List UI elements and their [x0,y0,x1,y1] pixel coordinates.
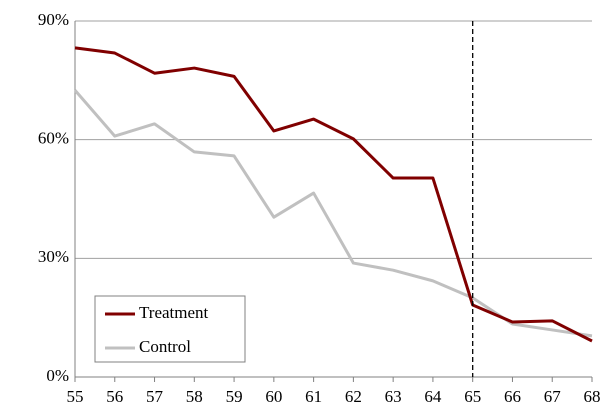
y-tick-label: 0% [46,366,69,385]
y-tick-label: 90% [38,10,69,29]
y-tick-label: 60% [38,129,69,148]
series-line [74,46,593,343]
x-tick-label: 58 [186,387,203,406]
x-tick-label: 68 [584,387,601,406]
x-tick-label: 60 [265,387,282,406]
x-tick-label: 61 [305,387,322,406]
x-tick-label: 66 [504,387,521,406]
x-tick-label: 56 [106,387,123,406]
y-tick-label: 30% [38,247,69,266]
x-tick-label: 62 [345,387,362,406]
x-tick-label: 67 [544,387,562,406]
x-tick-label: 64 [424,387,442,406]
legend-label: Control [139,337,191,356]
x-tick-label: 65 [464,387,481,406]
x-tick-label: 57 [146,387,164,406]
x-tick-label: 55 [67,387,84,406]
legend-box [94,295,246,363]
x-tick-label: 63 [385,387,402,406]
legend-label: Treatment [139,303,209,322]
x-tick-label: 59 [226,387,243,406]
